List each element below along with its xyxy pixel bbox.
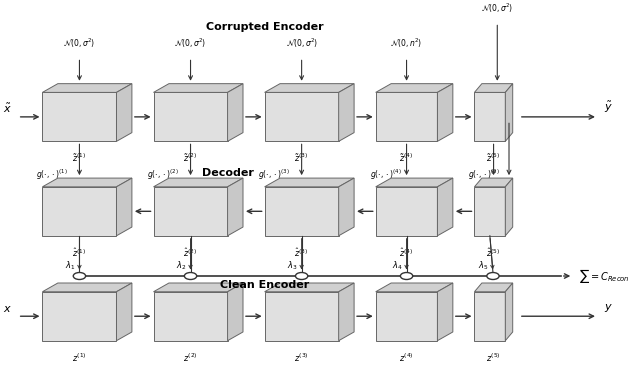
- Polygon shape: [376, 178, 453, 187]
- Polygon shape: [474, 187, 506, 236]
- Polygon shape: [154, 84, 243, 92]
- Circle shape: [184, 273, 196, 280]
- Text: $\hat{z}^{(4)}$: $\hat{z}^{(4)}$: [399, 246, 413, 259]
- Polygon shape: [474, 283, 513, 292]
- Text: $\tilde{z}^{(2)}$: $\tilde{z}^{(2)}$: [184, 152, 198, 164]
- Text: $\lambda_5$: $\lambda_5$: [479, 259, 489, 272]
- Text: $z^{(3)}$: $z^{(3)}$: [294, 351, 309, 364]
- Text: $\sum = C_{Recon}$: $\sum = C_{Recon}$: [579, 267, 630, 285]
- Polygon shape: [42, 92, 116, 141]
- Text: $g(\cdot,\cdot)^{(5)}$: $g(\cdot,\cdot)^{(5)}$: [468, 167, 500, 182]
- Text: Clean Encoder: Clean Encoder: [220, 280, 309, 290]
- Text: $z^{(1)}$: $z^{(1)}$: [72, 351, 87, 364]
- Circle shape: [487, 273, 499, 280]
- Circle shape: [401, 273, 413, 280]
- Text: $\hat{z}^{(2)}$: $\hat{z}^{(2)}$: [184, 246, 198, 259]
- Polygon shape: [264, 283, 354, 292]
- Text: $z^{(5)}$: $z^{(5)}$: [486, 351, 500, 364]
- Text: $\mathcal{N}(0,\sigma^2)$: $\mathcal{N}(0,\sigma^2)$: [63, 37, 95, 50]
- Text: $\tilde{z}^{(4)}$: $\tilde{z}^{(4)}$: [399, 152, 413, 164]
- Text: $\tilde{z}^{(3)}$: $\tilde{z}^{(3)}$: [294, 152, 309, 164]
- Polygon shape: [116, 283, 132, 341]
- Text: $\hat{z}^{(3)}$: $\hat{z}^{(3)}$: [294, 246, 309, 259]
- Text: $\lambda_1$: $\lambda_1$: [65, 259, 76, 272]
- Polygon shape: [116, 178, 132, 236]
- Polygon shape: [264, 187, 339, 236]
- Polygon shape: [154, 178, 243, 187]
- Polygon shape: [506, 178, 513, 236]
- Polygon shape: [42, 84, 132, 92]
- Polygon shape: [474, 92, 506, 141]
- Polygon shape: [376, 92, 437, 141]
- Polygon shape: [376, 292, 437, 341]
- Circle shape: [296, 273, 308, 280]
- Text: $\lambda_4$: $\lambda_4$: [392, 259, 403, 272]
- Polygon shape: [228, 283, 243, 341]
- Polygon shape: [339, 178, 354, 236]
- Polygon shape: [437, 84, 453, 141]
- Text: $\tilde{z}^{(1)}$: $\tilde{z}^{(1)}$: [72, 152, 86, 164]
- Text: $\tilde{z}^{(5)}$: $\tilde{z}^{(5)}$: [486, 152, 500, 164]
- Text: $z^{(2)}$: $z^{(2)}$: [183, 351, 198, 364]
- Polygon shape: [154, 292, 228, 341]
- Polygon shape: [437, 178, 453, 236]
- Polygon shape: [42, 187, 116, 236]
- Polygon shape: [376, 84, 453, 92]
- Text: $\mathcal{N}(0,\sigma^2)$: $\mathcal{N}(0,\sigma^2)$: [285, 37, 318, 50]
- Text: $\mathcal{N}(0,\sigma^2)$: $\mathcal{N}(0,\sigma^2)$: [481, 2, 513, 15]
- Polygon shape: [264, 84, 354, 92]
- Polygon shape: [264, 178, 354, 187]
- Polygon shape: [42, 292, 116, 341]
- Polygon shape: [437, 283, 453, 341]
- Circle shape: [73, 273, 86, 280]
- Polygon shape: [264, 92, 339, 141]
- Polygon shape: [264, 292, 339, 341]
- Polygon shape: [42, 178, 132, 187]
- Polygon shape: [376, 187, 437, 236]
- Text: $\mathcal{N}(0,n^2)$: $\mathcal{N}(0,n^2)$: [390, 37, 422, 50]
- Polygon shape: [228, 178, 243, 236]
- Text: $\lambda_3$: $\lambda_3$: [287, 259, 298, 272]
- Polygon shape: [506, 84, 513, 141]
- Polygon shape: [154, 187, 228, 236]
- Text: $\tilde{x}$: $\tilde{x}$: [3, 102, 12, 115]
- Polygon shape: [474, 292, 506, 341]
- Text: $g(\cdot,\cdot)^{(3)}$: $g(\cdot,\cdot)^{(3)}$: [259, 167, 290, 182]
- Polygon shape: [376, 283, 453, 292]
- Polygon shape: [228, 84, 243, 141]
- Text: $\hat{z}^{(5)}$: $\hat{z}^{(5)}$: [486, 246, 500, 259]
- Text: $y$: $y$: [604, 302, 613, 315]
- Polygon shape: [339, 283, 354, 341]
- Polygon shape: [116, 84, 132, 141]
- Text: $\lambda_2$: $\lambda_2$: [176, 259, 186, 272]
- Polygon shape: [474, 178, 513, 187]
- Polygon shape: [339, 84, 354, 141]
- Text: $g(\cdot,\cdot)^{(1)}$: $g(\cdot,\cdot)^{(1)}$: [36, 167, 68, 182]
- Text: Corrupted Encoder: Corrupted Encoder: [206, 22, 323, 32]
- Text: Decoder: Decoder: [202, 168, 253, 178]
- Text: $g(\cdot,\cdot)^{(4)}$: $g(\cdot,\cdot)^{(4)}$: [369, 167, 401, 182]
- Polygon shape: [154, 283, 243, 292]
- Text: $\tilde{y}$: $\tilde{y}$: [604, 100, 613, 115]
- Polygon shape: [154, 92, 228, 141]
- Polygon shape: [506, 283, 513, 341]
- Text: $\hat{z}^{(1)}$: $\hat{z}^{(1)}$: [72, 246, 86, 259]
- Polygon shape: [42, 283, 132, 292]
- Text: $g(\cdot,\cdot)^{(2)}$: $g(\cdot,\cdot)^{(2)}$: [147, 167, 179, 182]
- Text: $z^{(4)}$: $z^{(4)}$: [399, 351, 414, 364]
- Polygon shape: [474, 84, 513, 92]
- Text: $x$: $x$: [3, 305, 12, 315]
- Text: $\mathcal{N}(0,\sigma^2)$: $\mathcal{N}(0,\sigma^2)$: [175, 37, 207, 50]
